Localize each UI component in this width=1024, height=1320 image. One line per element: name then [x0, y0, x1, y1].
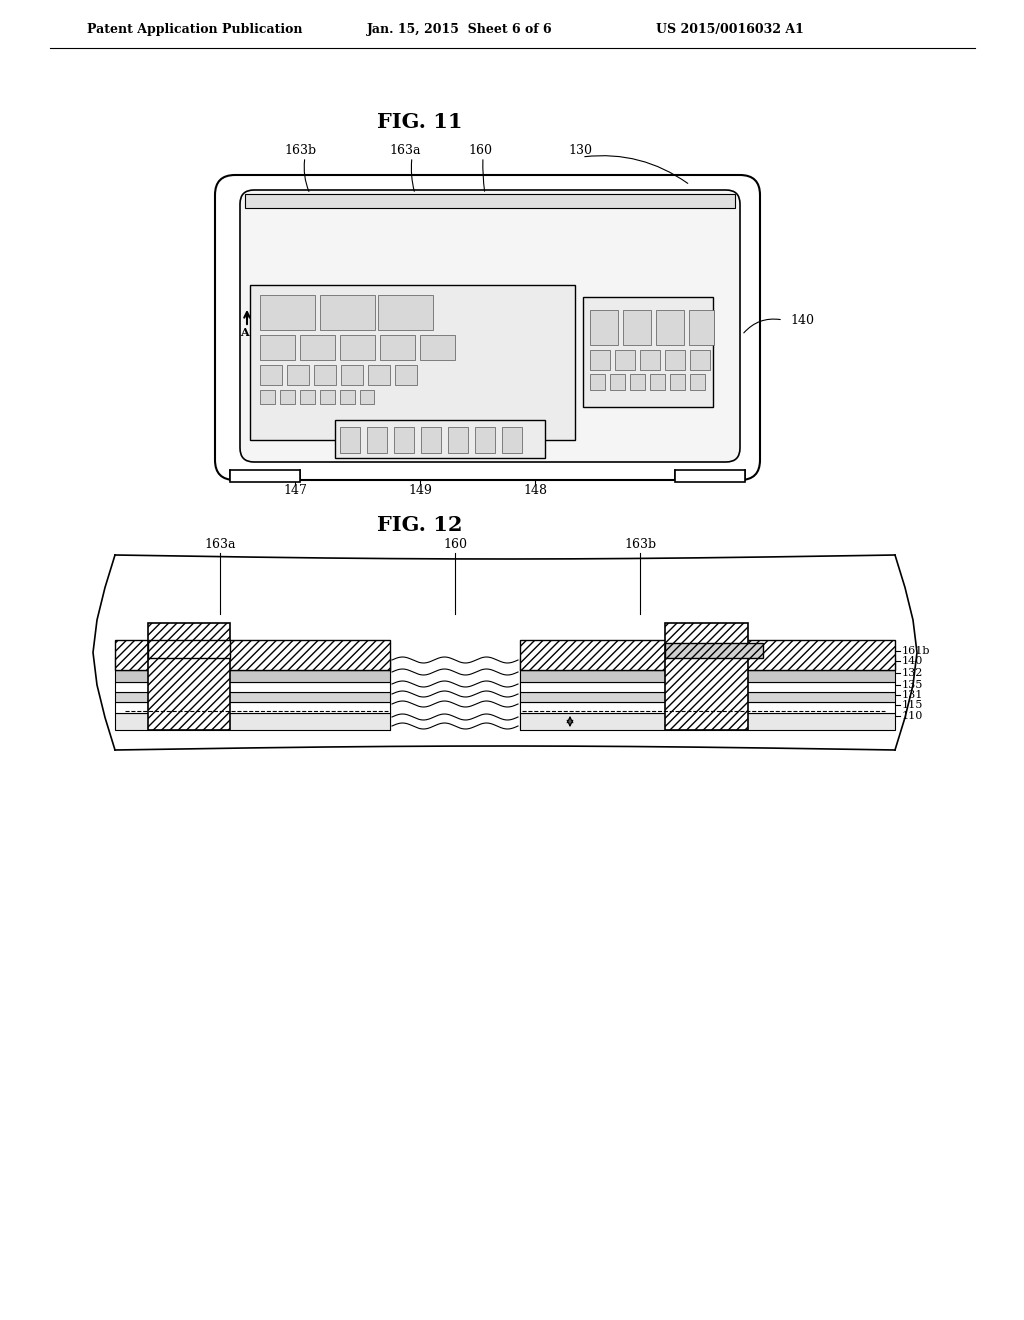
Bar [335, 420, 545, 458]
Bar [656, 310, 684, 345]
Bar [115, 657, 390, 671]
Bar [590, 310, 618, 345]
Text: 160: 160 [468, 144, 492, 157]
Text: US 2015/0016032 A1: US 2015/0016032 A1 [656, 24, 804, 37]
Text: 163b: 163b [284, 144, 316, 157]
Bar [380, 335, 415, 360]
Bar [340, 335, 375, 360]
Bar [319, 294, 375, 330]
FancyBboxPatch shape [240, 190, 740, 462]
Bar [475, 426, 495, 453]
Bar [690, 350, 710, 370]
FancyBboxPatch shape [675, 470, 745, 482]
Bar [115, 671, 390, 682]
Text: 160: 160 [443, 539, 467, 552]
Bar [623, 310, 651, 345]
Text: 163a: 163a [204, 539, 236, 552]
Text: Patent Application Publication: Patent Application Publication [87, 24, 303, 37]
Bar [245, 194, 735, 209]
Bar [148, 623, 230, 730]
Bar [520, 682, 895, 692]
Bar [368, 366, 390, 385]
Bar [449, 426, 468, 453]
Bar [670, 374, 685, 389]
Bar [610, 374, 625, 389]
Text: 115: 115 [902, 700, 924, 710]
Bar [520, 671, 895, 682]
Bar [260, 366, 282, 385]
Bar [583, 297, 713, 407]
Bar [650, 374, 665, 389]
Bar [115, 640, 390, 671]
Bar [287, 366, 309, 385]
FancyBboxPatch shape [230, 470, 300, 482]
Bar [590, 374, 605, 389]
Bar [665, 350, 685, 370]
Bar [665, 643, 763, 657]
Text: 135: 135 [902, 680, 924, 690]
Bar [421, 426, 441, 453]
Bar [300, 335, 335, 360]
Bar [520, 713, 895, 730]
Text: 148: 148 [523, 483, 547, 496]
Bar [319, 389, 335, 404]
Text: 140: 140 [902, 656, 924, 667]
Text: 131: 131 [902, 690, 924, 700]
FancyBboxPatch shape [215, 176, 760, 480]
Bar [394, 426, 414, 453]
Text: A: A [240, 327, 248, 338]
Bar [615, 350, 635, 370]
Bar [250, 285, 575, 440]
Bar [630, 374, 645, 389]
Bar [260, 335, 295, 360]
Text: 161b: 161b [902, 645, 931, 656]
Text: 140: 140 [790, 314, 814, 326]
Bar [300, 389, 315, 404]
Bar [115, 682, 390, 692]
Text: 149: 149 [408, 483, 432, 496]
Bar [520, 657, 895, 671]
Text: 147: 147 [283, 483, 307, 496]
Text: Jan. 15, 2015  Sheet 6 of 6: Jan. 15, 2015 Sheet 6 of 6 [368, 24, 553, 37]
Bar [640, 350, 660, 370]
Bar [115, 692, 390, 702]
Bar [590, 350, 610, 370]
Text: 163b: 163b [624, 539, 656, 552]
Bar [689, 310, 714, 345]
Bar [260, 389, 275, 404]
Bar [340, 389, 355, 404]
Bar [148, 640, 230, 657]
Bar [520, 702, 895, 713]
Bar [360, 389, 374, 404]
Bar [520, 692, 895, 702]
Bar [420, 335, 455, 360]
Bar [260, 294, 315, 330]
Text: FIG. 11: FIG. 11 [377, 112, 463, 132]
Bar [340, 426, 360, 453]
Bar [690, 374, 705, 389]
Bar [502, 426, 522, 453]
Bar [314, 366, 336, 385]
Text: FIG. 12: FIG. 12 [377, 515, 463, 535]
Bar [395, 366, 417, 385]
Bar [378, 294, 433, 330]
Text: 132: 132 [902, 668, 924, 678]
Bar [367, 426, 387, 453]
Bar [341, 366, 362, 385]
Bar [115, 702, 390, 713]
Bar [665, 623, 748, 730]
Bar [115, 550, 895, 755]
Bar [520, 640, 895, 671]
Text: 110: 110 [902, 711, 924, 721]
Text: 130: 130 [568, 144, 592, 157]
Text: 161a: 161a [260, 665, 288, 675]
Text: a: a [555, 717, 562, 727]
Bar [280, 389, 295, 404]
Bar [115, 713, 390, 730]
Text: 163a: 163a [389, 144, 421, 157]
